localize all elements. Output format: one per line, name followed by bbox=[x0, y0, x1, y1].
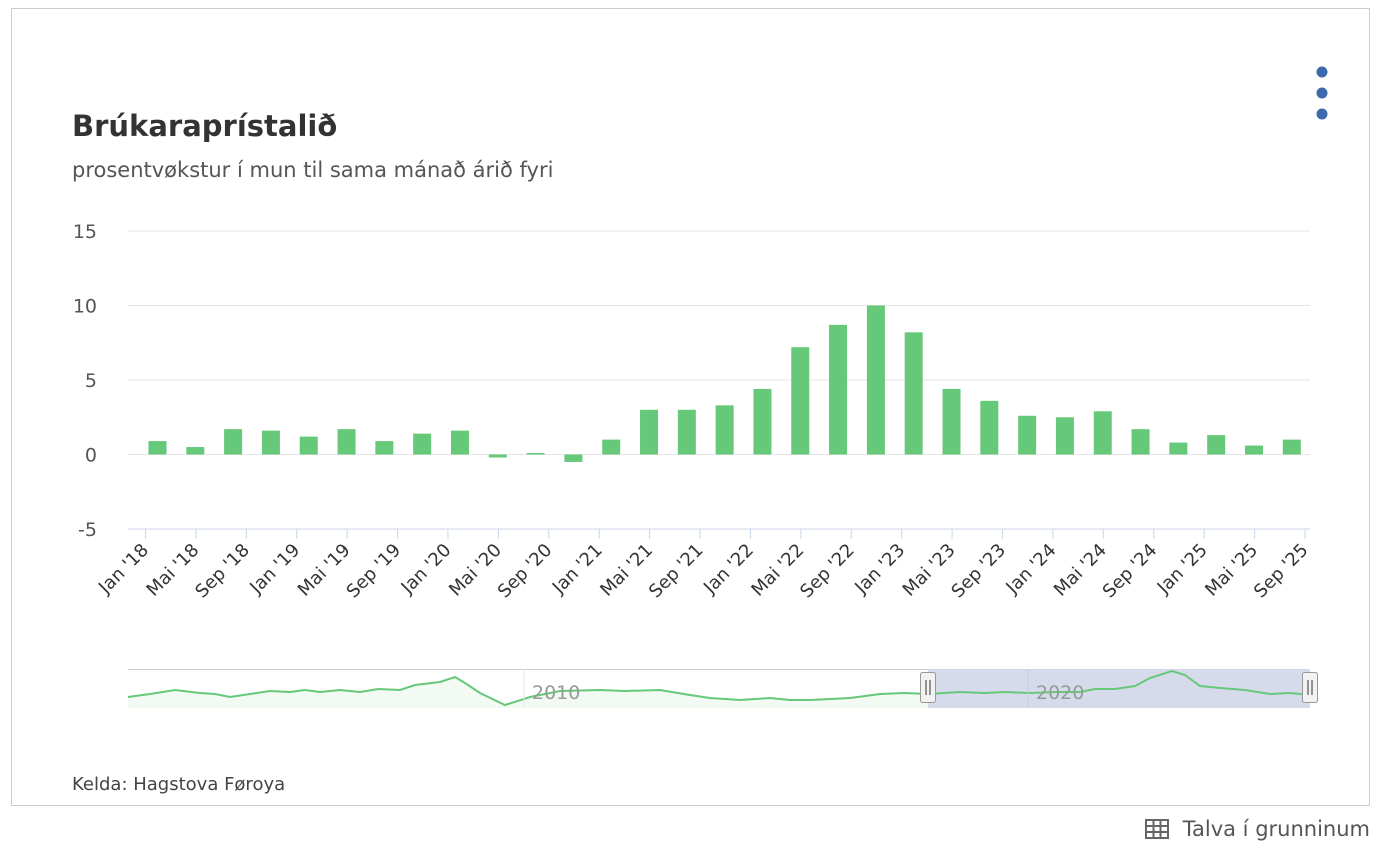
bar bbox=[980, 400, 999, 455]
bar bbox=[1282, 439, 1301, 455]
x-tick-label: Jan '25 bbox=[1153, 540, 1212, 599]
bar bbox=[640, 409, 659, 455]
bar bbox=[1018, 415, 1037, 455]
chart-subtitle: prosentvøkstur í mun til sama mánað árið… bbox=[72, 158, 553, 182]
table-grid-icon bbox=[1144, 819, 1169, 839]
bar bbox=[866, 305, 885, 455]
y-tick-label: 10 bbox=[73, 296, 97, 318]
navigator-handle-right[interactable] bbox=[1302, 672, 1318, 703]
navigator-top-border bbox=[128, 669, 1310, 670]
x-tick-label: Sep '25 bbox=[1250, 540, 1313, 603]
bar bbox=[602, 439, 621, 455]
bar bbox=[791, 347, 810, 455]
navigator-handle-left[interactable] bbox=[920, 672, 936, 703]
chart-menu-button[interactable] bbox=[1306, 60, 1338, 126]
bar-series bbox=[148, 305, 1301, 462]
bar bbox=[715, 405, 734, 455]
chart-credit: Kelda: Hagstova Føroya bbox=[72, 774, 285, 795]
chart-title: Brúkaraprístalið bbox=[72, 109, 337, 143]
bar bbox=[753, 388, 772, 455]
x-tick-label: Jan '24 bbox=[1002, 540, 1061, 599]
y-tick-label: -5 bbox=[78, 519, 97, 541]
bar bbox=[261, 430, 280, 455]
bar bbox=[526, 453, 545, 455]
y-tick-label: 5 bbox=[85, 370, 97, 392]
bar bbox=[186, 447, 205, 455]
bar bbox=[942, 388, 961, 455]
bar bbox=[488, 454, 507, 458]
navigator-label-2020: 2020 bbox=[1036, 682, 1084, 704]
navigator-label-2010: 2010 bbox=[532, 682, 580, 704]
view-table-label: Talva í grunninum bbox=[1182, 817, 1370, 841]
vertical-dots-icon bbox=[1316, 66, 1328, 120]
bar bbox=[677, 409, 696, 455]
bar bbox=[1169, 442, 1188, 455]
bar bbox=[148, 441, 167, 455]
bar bbox=[337, 429, 356, 455]
x-tick-label: Jan '19 bbox=[245, 540, 304, 599]
view-table-link[interactable]: Talva í grunninum bbox=[1144, 814, 1370, 844]
y-tick-label: 15 bbox=[73, 221, 97, 243]
x-tick-label: Sep '21 bbox=[645, 540, 708, 603]
x-tick-label: Sep '18 bbox=[191, 540, 254, 603]
x-tick-label: Jan '23 bbox=[850, 540, 909, 599]
bar bbox=[564, 454, 583, 462]
navigator-series-line bbox=[127, 669, 1311, 707]
bar bbox=[1055, 417, 1074, 455]
x-tick-label: Sep '19 bbox=[343, 540, 406, 603]
bar bbox=[450, 430, 469, 455]
y-tick-label: 0 bbox=[85, 445, 97, 467]
bar bbox=[1244, 445, 1263, 455]
x-tick-label: Jan '20 bbox=[397, 540, 456, 599]
x-tick-label: Jan '18 bbox=[94, 540, 153, 599]
x-tick-label: Jan '22 bbox=[699, 540, 758, 599]
bar bbox=[375, 441, 394, 455]
bar bbox=[829, 324, 848, 455]
bar bbox=[299, 436, 318, 455]
bar bbox=[224, 429, 243, 455]
x-tick-label: Sep '23 bbox=[947, 540, 1010, 603]
bar bbox=[904, 332, 923, 455]
y-axis-labels: -5 0 5 10 15 bbox=[73, 221, 97, 541]
bar bbox=[1093, 411, 1112, 455]
bar bbox=[413, 433, 432, 455]
x-tick-label: Sep '20 bbox=[494, 540, 557, 603]
bar bbox=[1131, 429, 1150, 455]
navigator[interactable]: 2010 2020 bbox=[127, 669, 1318, 708]
x-tick-label: Jan '21 bbox=[548, 540, 607, 599]
bar bbox=[1207, 435, 1226, 455]
x-tick-label: Sep '22 bbox=[796, 540, 859, 603]
x-tick-label: Sep '24 bbox=[1099, 540, 1162, 603]
chart-container bbox=[11, 8, 1370, 806]
